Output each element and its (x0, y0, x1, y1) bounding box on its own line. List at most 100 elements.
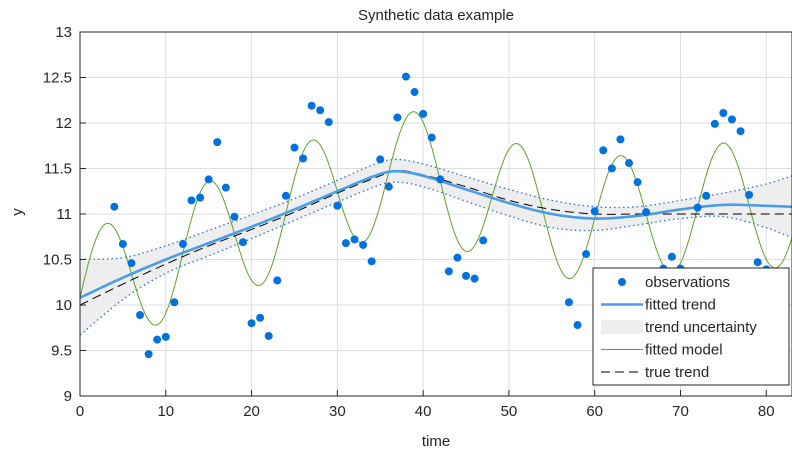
x-tick-label: 80 (758, 403, 775, 420)
y-axis-label: y (9, 208, 26, 216)
x-tick-label: 30 (329, 403, 346, 420)
y-tick-label: 13 (55, 24, 72, 41)
observation-point (470, 274, 479, 283)
legend-label: fitted model (645, 342, 723, 359)
y-tick-label: 9.5 (51, 343, 72, 360)
x-tick-label: 0 (76, 403, 84, 420)
observation-point (118, 240, 127, 249)
observation-points (110, 72, 771, 359)
observation-point (753, 258, 762, 267)
observation-point (453, 253, 462, 262)
y-tick-label: 11 (56, 206, 72, 223)
observation-point (136, 311, 145, 320)
observation-point (341, 239, 350, 248)
observation-point (221, 183, 230, 192)
observation-point (161, 332, 170, 341)
observation-point (307, 101, 316, 110)
uncertainty-lower-bound (80, 181, 792, 336)
observation-point (127, 259, 136, 268)
observation-point (324, 118, 333, 127)
x-tick-label: 70 (672, 403, 689, 420)
x-tick-label: 40 (415, 403, 432, 420)
observation-point (238, 238, 247, 247)
y-tick-label: 9 (64, 388, 72, 405)
observation-point (616, 135, 625, 144)
observation-point (436, 175, 445, 184)
observation-point (170, 298, 179, 307)
observation-point (410, 88, 419, 97)
observation-point (393, 113, 402, 122)
observation-point (710, 119, 719, 128)
observation-point (316, 106, 325, 115)
uncertainty-upper-bound (80, 158, 792, 261)
observation-point (736, 127, 745, 136)
observation-point (367, 257, 376, 266)
observation-point (273, 276, 282, 285)
observation-point (299, 154, 308, 163)
legend-label: observations (645, 274, 730, 291)
observation-point (213, 138, 222, 147)
observation-point (247, 319, 256, 328)
observation-point (444, 267, 453, 276)
observation-point (384, 182, 393, 191)
observation-point (462, 271, 471, 280)
legend-label: fitted trend (645, 297, 716, 314)
x-tick-label: 60 (586, 403, 603, 420)
axes: 0 10 20 30 40 50 60 70 80 9 9.5 10 10.5 11 11.5 12 12.5 1… (43, 24, 792, 420)
trend-uncertainty-band (80, 159, 792, 336)
observation-point (702, 191, 711, 200)
y-tick-label: 12 (55, 115, 72, 132)
observation-point (427, 133, 436, 142)
observation-point (582, 250, 591, 259)
x-tick-label: 10 (157, 403, 174, 420)
observation-point (599, 146, 608, 155)
x-tick-label: 20 (243, 403, 260, 420)
y-tick-label: 11.5 (44, 161, 72, 178)
observation-point (204, 175, 213, 184)
observation-point (633, 178, 642, 187)
observation-point (667, 252, 676, 261)
observation-point (625, 159, 634, 168)
legend-swatch-observations (618, 278, 626, 286)
y-tick-label: 12.5 (43, 70, 72, 87)
observation-point (693, 203, 702, 212)
observation-point (401, 72, 410, 81)
observation-point (573, 321, 582, 330)
observation-point (281, 191, 290, 200)
observation-point (642, 208, 651, 217)
observation-point (419, 109, 428, 118)
observation-point (178, 240, 187, 249)
chart-title: Synthetic data example (358, 7, 514, 24)
legend-swatch-uncertainty (601, 320, 643, 334)
observation-point (719, 108, 728, 117)
observation-point (110, 202, 119, 211)
legend: observations fitted trend trend uncertaint… (592, 267, 790, 386)
x-tick-label: 50 (501, 403, 518, 420)
x-axis-label: time (422, 433, 450, 450)
observation-point (153, 335, 162, 344)
observation-point (376, 155, 385, 164)
observation-point (264, 331, 273, 340)
observation-point (359, 240, 368, 249)
legend-label: trend uncertainty (645, 319, 757, 336)
fitted-trend-line (80, 169, 792, 299)
observation-point (727, 115, 736, 124)
y-tick-label: 10 (55, 297, 72, 314)
observation-point (290, 143, 299, 152)
observation-point (590, 207, 599, 216)
observation-point (187, 196, 196, 205)
observation-point (607, 164, 616, 173)
observation-point (256, 313, 265, 322)
true-trend-line (80, 169, 792, 306)
observation-point (196, 193, 205, 202)
observation-point (564, 298, 573, 307)
observation-point (479, 236, 488, 245)
y-tick-label: 10.5 (43, 252, 72, 269)
observation-point (230, 212, 239, 221)
observation-point (333, 201, 342, 210)
observation-point (350, 235, 359, 244)
legend-label: true trend (645, 364, 709, 381)
observation-point (144, 350, 153, 359)
observation-point (745, 190, 754, 199)
